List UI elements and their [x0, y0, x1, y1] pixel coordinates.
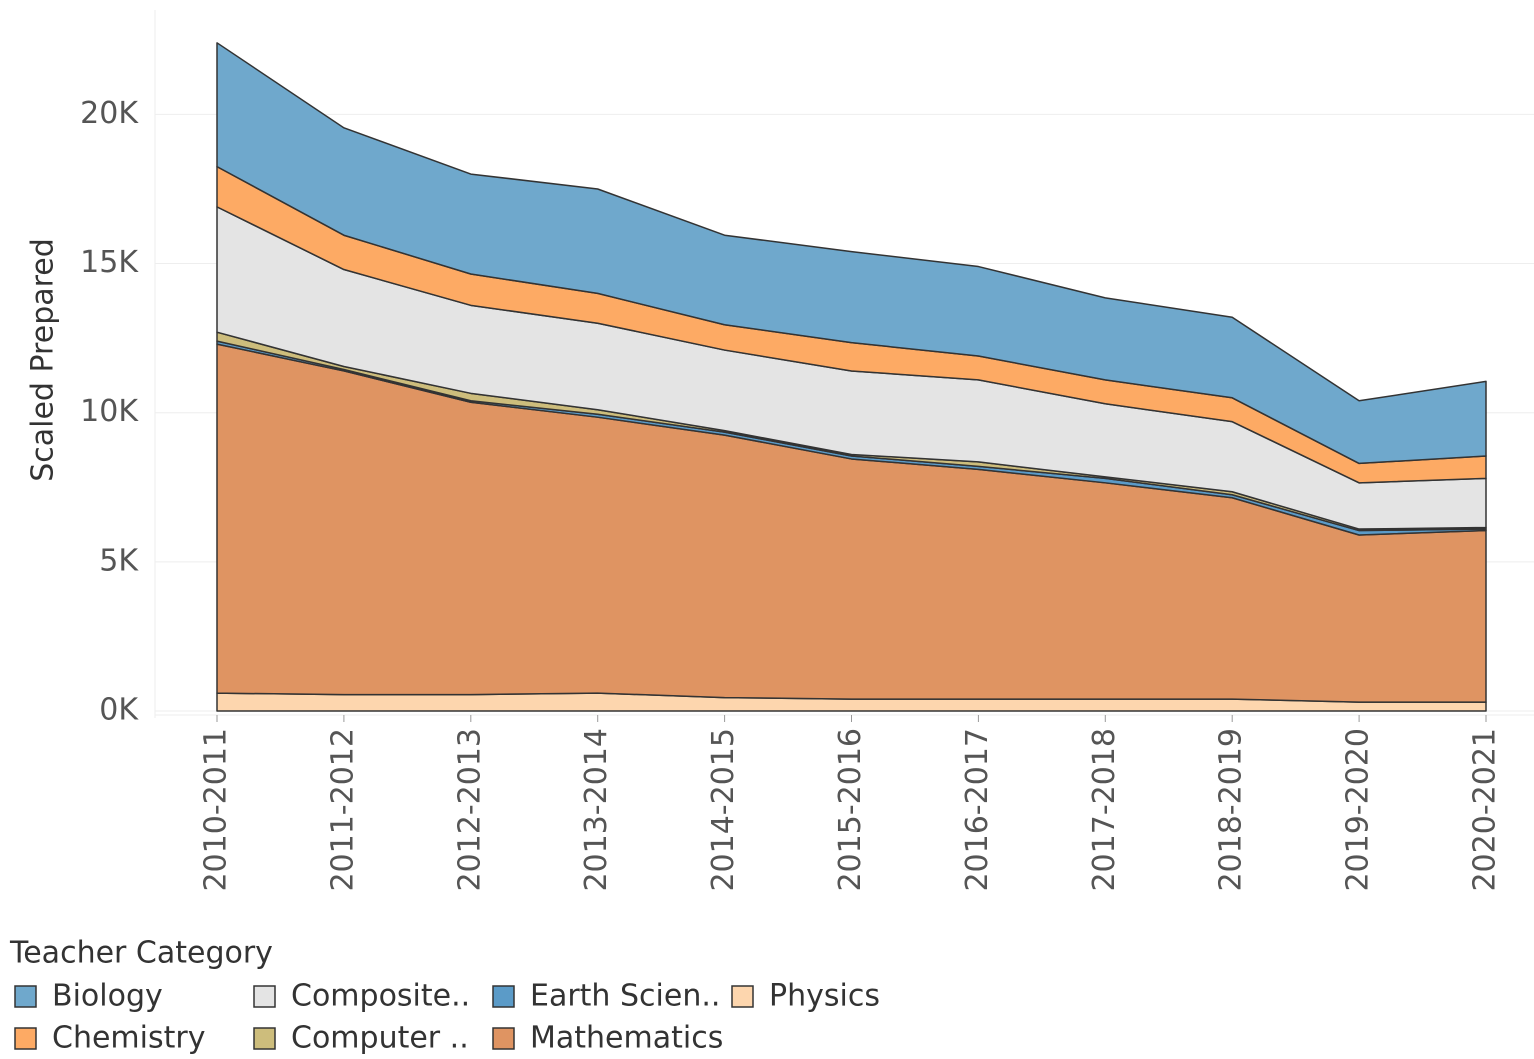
- x-tick-label: 2010-2011: [199, 728, 234, 892]
- legend-swatch: [14, 1027, 37, 1050]
- legend-label: Mathematics: [530, 1021, 723, 1056]
- x-tick-label: 2015-2016: [833, 728, 868, 892]
- legend-label: Computer ..: [291, 1021, 469, 1056]
- legend-swatch: [14, 985, 37, 1008]
- x-tick-label: 2012-2013: [452, 728, 487, 892]
- x-tick-label: 2013-2014: [579, 728, 614, 892]
- legend-swatch: [253, 985, 276, 1008]
- legend-title: Teacher Category: [9, 936, 273, 971]
- legend-swatch: [253, 1027, 276, 1050]
- legend-label: Earth Scien..: [530, 979, 720, 1014]
- x-tick-label: 2011-2012: [325, 728, 360, 892]
- y-tick-label: 15K: [80, 245, 139, 280]
- legend-swatch: [492, 1027, 515, 1050]
- legend-label: Chemistry: [52, 1021, 205, 1056]
- x-tick-label: 2017-2018: [1087, 728, 1122, 892]
- legend-label: Composite..: [291, 979, 470, 1014]
- y-axis-title: Scaled Prepared: [26, 238, 61, 482]
- y-tick-label: 10K: [80, 394, 139, 429]
- x-tick-label: 2016-2017: [960, 728, 995, 892]
- x-tick-label: 2019-2020: [1341, 728, 1376, 892]
- y-tick-label: 20K: [80, 96, 139, 131]
- legend-swatch: [731, 985, 754, 1008]
- y-tick-label: 5K: [99, 543, 139, 578]
- x-tick-label: 2020-2021: [1468, 728, 1503, 892]
- legend-label: Physics: [769, 979, 880, 1014]
- legend-label: Biology: [52, 979, 163, 1014]
- x-tick-label: 2018-2019: [1214, 728, 1249, 892]
- legend-swatch: [492, 985, 515, 1008]
- area: [216, 42, 1487, 465]
- y-tick-label: 0K: [99, 693, 139, 728]
- x-tick-label: 2014-2015: [706, 728, 741, 892]
